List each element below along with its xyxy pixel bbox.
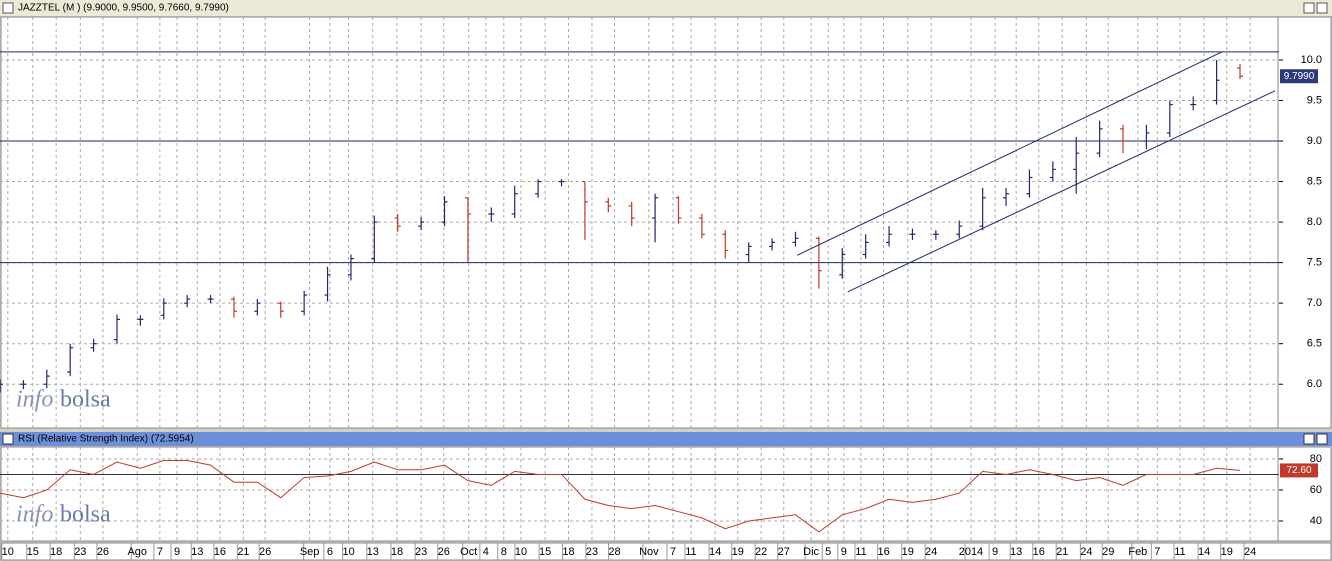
- x-tick-label: 23: [586, 546, 598, 558]
- trend-line: [847, 90, 1276, 293]
- x-tick-label: 11: [855, 546, 866, 558]
- x-tick-label: Feb: [1128, 546, 1147, 558]
- watermark: info: [16, 387, 53, 413]
- x-tick-label: Oct: [460, 546, 477, 558]
- x-tick-label: 16: [877, 546, 889, 558]
- x-tick-label: 7: [1154, 546, 1160, 558]
- x-tick-label: Dic: [803, 546, 819, 558]
- watermark: bolsa: [60, 502, 111, 528]
- price-title: JAZZTEL (M ) (9.9000, 9.9500, 9.7660, 9.…: [18, 3, 229, 14]
- y-tick-label: 60: [1310, 484, 1322, 496]
- x-tick-label: 8: [501, 546, 507, 558]
- x-tick-label: 19: [902, 546, 914, 558]
- x-tick-label: Sep: [300, 546, 320, 558]
- x-tick-label: 11: [1174, 546, 1185, 558]
- x-tick-label: 13: [367, 546, 379, 558]
- x-tick-label: 24: [925, 546, 937, 558]
- x-tick-label: 15: [539, 546, 551, 558]
- x-tick-label: 9: [841, 546, 847, 558]
- window-icon: [2, 2, 14, 14]
- x-tick-label: 23: [74, 546, 86, 558]
- y-tick-label: 8.5: [1307, 175, 1322, 187]
- x-tick-label: 16: [214, 546, 226, 558]
- x-tick-label: 26: [97, 546, 109, 558]
- x-tick-label: 28: [608, 546, 620, 558]
- price-header: [0, 0, 1332, 16]
- rsi-line: [0, 459, 1241, 533]
- x-tick-label: 22: [755, 546, 767, 558]
- y-tick-label: 7.5: [1307, 257, 1322, 269]
- x-tick-label: 6: [327, 546, 333, 558]
- x-tick-label: 27: [778, 546, 790, 558]
- x-tick-label: 29: [1102, 546, 1114, 558]
- x-tick-label: 18: [562, 546, 574, 558]
- x-tick-label: 10: [515, 546, 527, 558]
- last-value-label: 72.60: [1286, 465, 1311, 476]
- x-tick-label: 9: [174, 546, 180, 558]
- x-tick-label: 14: [709, 546, 721, 558]
- last-value-box: [1280, 69, 1318, 84]
- trend-line: [796, 51, 1223, 256]
- y-tick-label: 40: [1310, 515, 1322, 527]
- x-tick-label: 11: [685, 546, 696, 558]
- x-tick-label: 9: [992, 546, 998, 558]
- y-tick-label: 9.0: [1307, 135, 1322, 147]
- x-tick-label: 19: [732, 546, 744, 558]
- x-tick-label: 26: [259, 546, 271, 558]
- watermark: info: [16, 502, 53, 528]
- x-tick-label: 4: [483, 546, 489, 558]
- x-tick-label: 13: [1010, 546, 1022, 558]
- y-tick-label: 8.0: [1307, 216, 1322, 228]
- x-tick-label: 24: [1244, 546, 1256, 558]
- rsi-title: RSI (Relative Strength Index) (72.5954): [18, 434, 194, 445]
- x-tick-label: Nov: [639, 546, 659, 558]
- x-tick-label: 23: [415, 546, 427, 558]
- close-button[interactable]: [1316, 433, 1328, 445]
- window-icon: [2, 433, 14, 445]
- y-tick-label: 10.0: [1301, 54, 1322, 66]
- x-tick-label: 19: [1221, 546, 1233, 558]
- x-tick-label: 14: [1198, 546, 1210, 558]
- y-tick-label: 6.0: [1307, 378, 1322, 390]
- x-tick-label: 16: [1033, 546, 1045, 558]
- x-tick-label: 21: [1056, 546, 1068, 558]
- y-tick-label: 7.0: [1307, 297, 1322, 309]
- y-tick-label: 9.5: [1307, 94, 1322, 106]
- x-tick-label: 10: [2, 546, 14, 558]
- x-tick-label: 15: [27, 546, 39, 558]
- x-tick-label: 24: [1080, 546, 1092, 558]
- x-tick-label: 2014: [959, 546, 983, 558]
- x-tick-label: 26: [438, 546, 450, 558]
- x-tick-label: 10: [342, 546, 354, 558]
- minimize-button[interactable]: [1303, 2, 1315, 14]
- x-tick-label: 7: [157, 546, 163, 558]
- x-tick-label: 21: [237, 546, 249, 558]
- y-tick-label: 80: [1310, 453, 1322, 465]
- x-tick-label: 18: [50, 546, 62, 558]
- rsi-axis: [1277, 446, 1332, 542]
- last-value-label: 9.7990: [1284, 71, 1315, 82]
- minimize-button[interactable]: [1303, 433, 1315, 445]
- x-tick-label: 7: [670, 546, 676, 558]
- close-button[interactable]: [1316, 2, 1328, 14]
- last-value-box: [1280, 463, 1318, 478]
- x-tick-label: 18: [391, 546, 403, 558]
- rsi-header: [0, 432, 1332, 446]
- x-tick-label: 5: [825, 546, 831, 558]
- price-axis: [1277, 16, 1332, 429]
- x-tick-label: 13: [191, 546, 203, 558]
- x-tick-label: Ago: [127, 546, 147, 558]
- watermark: bolsa: [60, 387, 111, 413]
- y-tick-label: 6.5: [1307, 338, 1322, 350]
- date-axis: [0, 542, 1332, 561]
